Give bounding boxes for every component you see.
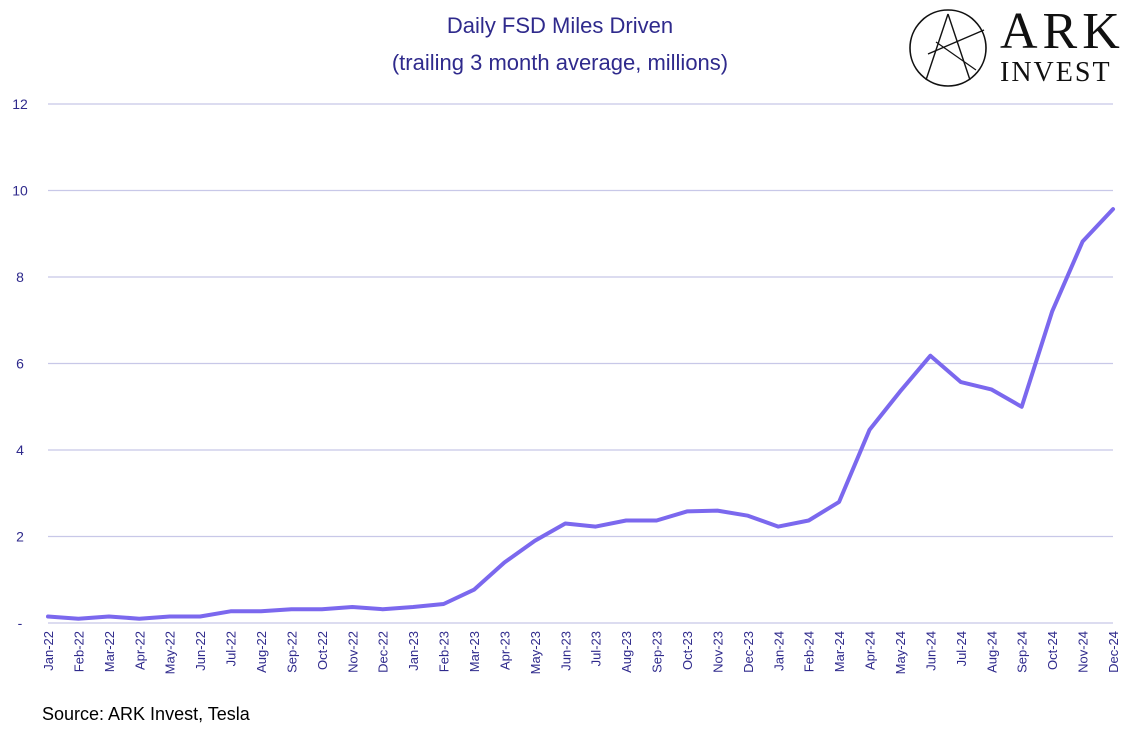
x-tick-label: Jan-22 — [41, 631, 56, 671]
x-tick-label: Dec-24 — [1106, 631, 1121, 673]
x-tick-label: Dec-22 — [376, 631, 391, 673]
logo-text-invest: INVEST — [1000, 57, 1112, 88]
x-tick-label: Mar-24 — [832, 631, 847, 672]
y-tick-label: 4 — [16, 442, 24, 458]
ark-invest-logo: ARK INVEST — [906, 3, 1132, 90]
y-tick-label: 8 — [16, 269, 24, 285]
x-tick-label: Jun-23 — [558, 631, 573, 671]
x-tick-label: Mar-23 — [467, 631, 482, 672]
x-tick-label: Feb-24 — [802, 631, 817, 672]
x-axis-ticks: Jan-22 Feb-22 Mar-22 Apr-22 May-22 Jun-22 Jul-… — [41, 631, 1121, 674]
x-tick-label: Aug-22 — [254, 631, 269, 673]
logo-text-ark: ARK — [1000, 3, 1125, 60]
x-tick-label: Jun-24 — [923, 631, 938, 671]
x-tick-label: Nov-23 — [710, 631, 725, 673]
y-tick-label: - — [18, 615, 23, 631]
x-tick-label: Feb-23 — [437, 631, 452, 672]
x-tick-label: May-22 — [163, 631, 178, 674]
x-tick-label: Jul-24 — [954, 631, 969, 666]
x-tick-label: Nov-22 — [345, 631, 360, 673]
y-tick-label: 2 — [16, 529, 24, 545]
x-tick-label: Dec-23 — [741, 631, 756, 673]
x-tick-label: Apr-23 — [497, 631, 512, 670]
source-note: Source: ARK Invest, Tesla — [42, 704, 250, 724]
x-tick-label: Jun-22 — [193, 631, 208, 671]
x-tick-label: Sep-22 — [284, 631, 299, 673]
x-tick-label: Jul-22 — [224, 631, 239, 666]
y-tick-label: 12 — [12, 96, 28, 112]
x-tick-label: Feb-22 — [71, 631, 86, 672]
chart-title: Daily FSD Miles Driven — [446, 13, 674, 38]
x-tick-label: Jan-23 — [406, 631, 421, 671]
x-tick-label: Jan-24 — [771, 631, 786, 671]
series-line — [46, 207, 1115, 621]
x-tick-label: Aug-23 — [619, 631, 634, 673]
x-tick-label: Oct-24 — [1045, 631, 1060, 670]
x-tick-label: May-24 — [893, 631, 908, 674]
y-axis-ticks: - 2 4 6 8 10 12 — [12, 96, 28, 631]
x-tick-label: Oct-23 — [680, 631, 695, 670]
x-tick-label: Jul-23 — [589, 631, 604, 666]
x-tick-label: Nov-24 — [1076, 631, 1091, 673]
x-tick-label: Oct-22 — [315, 631, 330, 670]
y-tick-label: 10 — [12, 183, 28, 199]
chart-subtitle: (trailing 3 month average, millions) — [391, 50, 729, 75]
x-tick-label: Sep-23 — [650, 631, 665, 673]
grid-lines — [48, 103, 1113, 624]
ark-logo-mark-icon — [909, 9, 987, 87]
x-tick-label: Sep-24 — [1015, 631, 1030, 673]
x-tick-label: Aug-24 — [984, 631, 999, 673]
x-tick-label: Apr-22 — [132, 631, 147, 670]
x-tick-label: May-23 — [528, 631, 543, 674]
x-tick-label: Apr-24 — [863, 631, 878, 670]
x-tick-label: Mar-22 — [102, 631, 117, 672]
y-tick-label: 6 — [16, 356, 24, 372]
